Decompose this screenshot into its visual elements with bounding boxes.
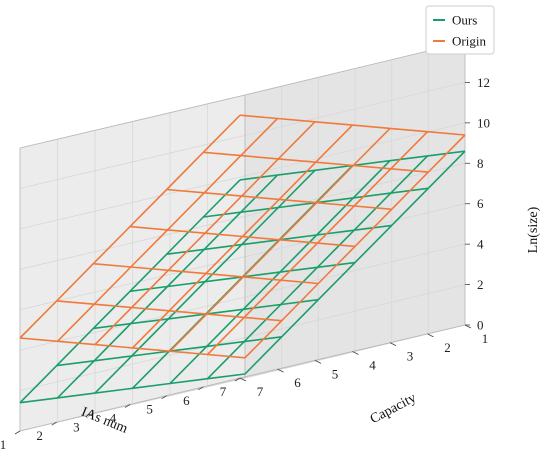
y-tick-label: 5: [332, 366, 339, 381]
y-tick-mark: [352, 351, 359, 355]
y-tick-label: 4: [369, 358, 376, 373]
y-axis-label: Capacity: [368, 391, 419, 428]
y-tick-mark: [427, 333, 434, 338]
legend: Ours Origin: [425, 5, 495, 55]
wire-line-origin: [169, 127, 391, 352]
legend-label-ours: Ours: [452, 13, 477, 28]
z-axis-label: Ln(size): [526, 206, 541, 253]
surfaces: [19, 114, 466, 404]
x-tick-label: 2: [36, 428, 43, 443]
y-tick-label: 6: [294, 375, 301, 390]
z-tick-label: 6: [477, 196, 484, 211]
z-tick-label: 2: [477, 277, 484, 292]
wire-line-origin: [131, 124, 354, 349]
y-tick-mark: [389, 342, 397, 347]
axis-edge: [19, 94, 246, 149]
x-tick-label: 4: [110, 411, 117, 426]
wire-line-ours: [94, 169, 316, 394]
z-tick-label: 4: [477, 237, 484, 252]
y-tick-mark: [314, 359, 322, 364]
x-tick-label: 7: [220, 384, 227, 399]
y-tick-label: 3: [407, 349, 414, 364]
wire-line-ours: [56, 174, 279, 399]
x-tick-mark: [51, 421, 57, 426]
surface-origin: [19, 114, 466, 359]
y-tick-mark: [464, 324, 472, 329]
y-tick-mark: [239, 377, 247, 382]
z-tick-label: 0: [477, 318, 484, 333]
x-tick-mark: [161, 395, 167, 400]
y-tick-label: 2: [444, 340, 451, 355]
z-tick-label: 12: [477, 75, 490, 90]
z-tick-label: 10: [477, 115, 490, 130]
x-tick-mark: [124, 404, 131, 408]
wire-line-ours: [169, 160, 391, 385]
wire-line-origin: [56, 117, 279, 342]
y-tick-label: 1: [482, 331, 489, 346]
x-tick-label: 5: [146, 402, 153, 417]
x-tick-mark: [14, 430, 21, 435]
x-tick-label: 3: [73, 419, 80, 434]
x-tick-mark: [198, 386, 204, 391]
y-tick-label: 7: [257, 384, 264, 399]
legend-label-origin: Origin: [452, 34, 486, 49]
z-tick-label: 8: [477, 156, 484, 171]
y-tick-mark: [277, 368, 284, 373]
wire-line-ours: [19, 179, 241, 404]
wire-line-ours: [244, 150, 466, 375]
x-tick-mark: [234, 377, 241, 382]
x-tick-mark: [88, 412, 94, 417]
x-tick-label: 1: [0, 437, 6, 452]
wire-line-origin: [94, 121, 316, 346]
x-tick-label: 6: [183, 393, 190, 408]
wire-line-origin: [244, 134, 466, 359]
wire-line-origin: [206, 131, 429, 356]
wire-line-ours: [206, 155, 429, 380]
wire-line-origin: [19, 114, 241, 339]
